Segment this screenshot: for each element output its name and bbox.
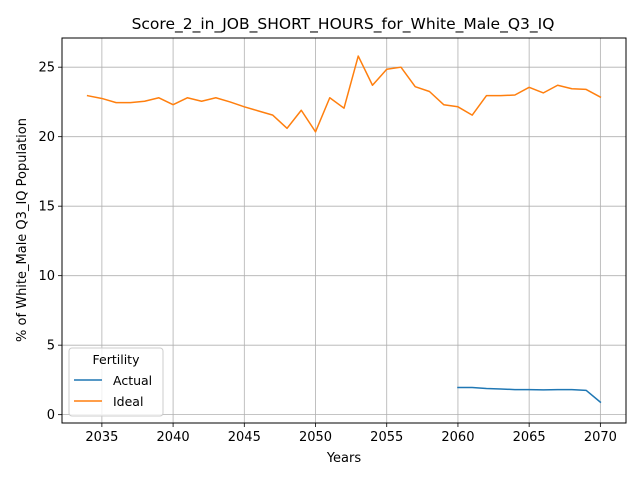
chart-title: Score_2_in_JOB_SHORT_HOURS_for_White_Mal… <box>132 15 555 34</box>
y-tick-label: 25 <box>38 61 55 76</box>
x-tick-label: 2060 <box>441 430 474 445</box>
x-tick-label: 2050 <box>299 430 332 445</box>
x-tick-label: 2045 <box>228 430 261 445</box>
series-line-ideal <box>86 55 602 133</box>
x-axis: 2035 2040 2045 2050 2055 2060 2065 2070 <box>85 423 617 445</box>
series-layer <box>86 55 602 404</box>
x-tick-label: 2035 <box>85 430 118 445</box>
legend-box <box>68 347 164 417</box>
y-tick-label: 20 <box>38 130 55 145</box>
y-tick-label: 5 <box>47 339 55 354</box>
x-tick-label: 2065 <box>513 430 546 445</box>
legend: Fertility Actual Ideal <box>68 347 164 417</box>
y-tick-label: 0 <box>47 408 55 423</box>
y-tick-label: 15 <box>38 200 55 215</box>
legend-label-ideal: Ideal <box>113 394 143 409</box>
y-axis: 0 5 10 15 20 25 <box>38 61 62 423</box>
x-tick-label: 2055 <box>370 430 403 445</box>
y-axis-label: % of White_Male Q3_IQ Population <box>15 118 30 342</box>
legend-label-actual: Actual <box>113 373 152 388</box>
y-tick-label: 10 <box>38 269 55 284</box>
series-line-actual <box>457 386 602 404</box>
x-tick-label: 2040 <box>157 430 190 445</box>
grid-lines <box>62 38 626 423</box>
plot-area <box>61 37 627 424</box>
legend-title: Fertility <box>93 352 141 367</box>
x-axis-label: Years <box>326 451 362 466</box>
x-tick-label: 2070 <box>584 430 617 445</box>
